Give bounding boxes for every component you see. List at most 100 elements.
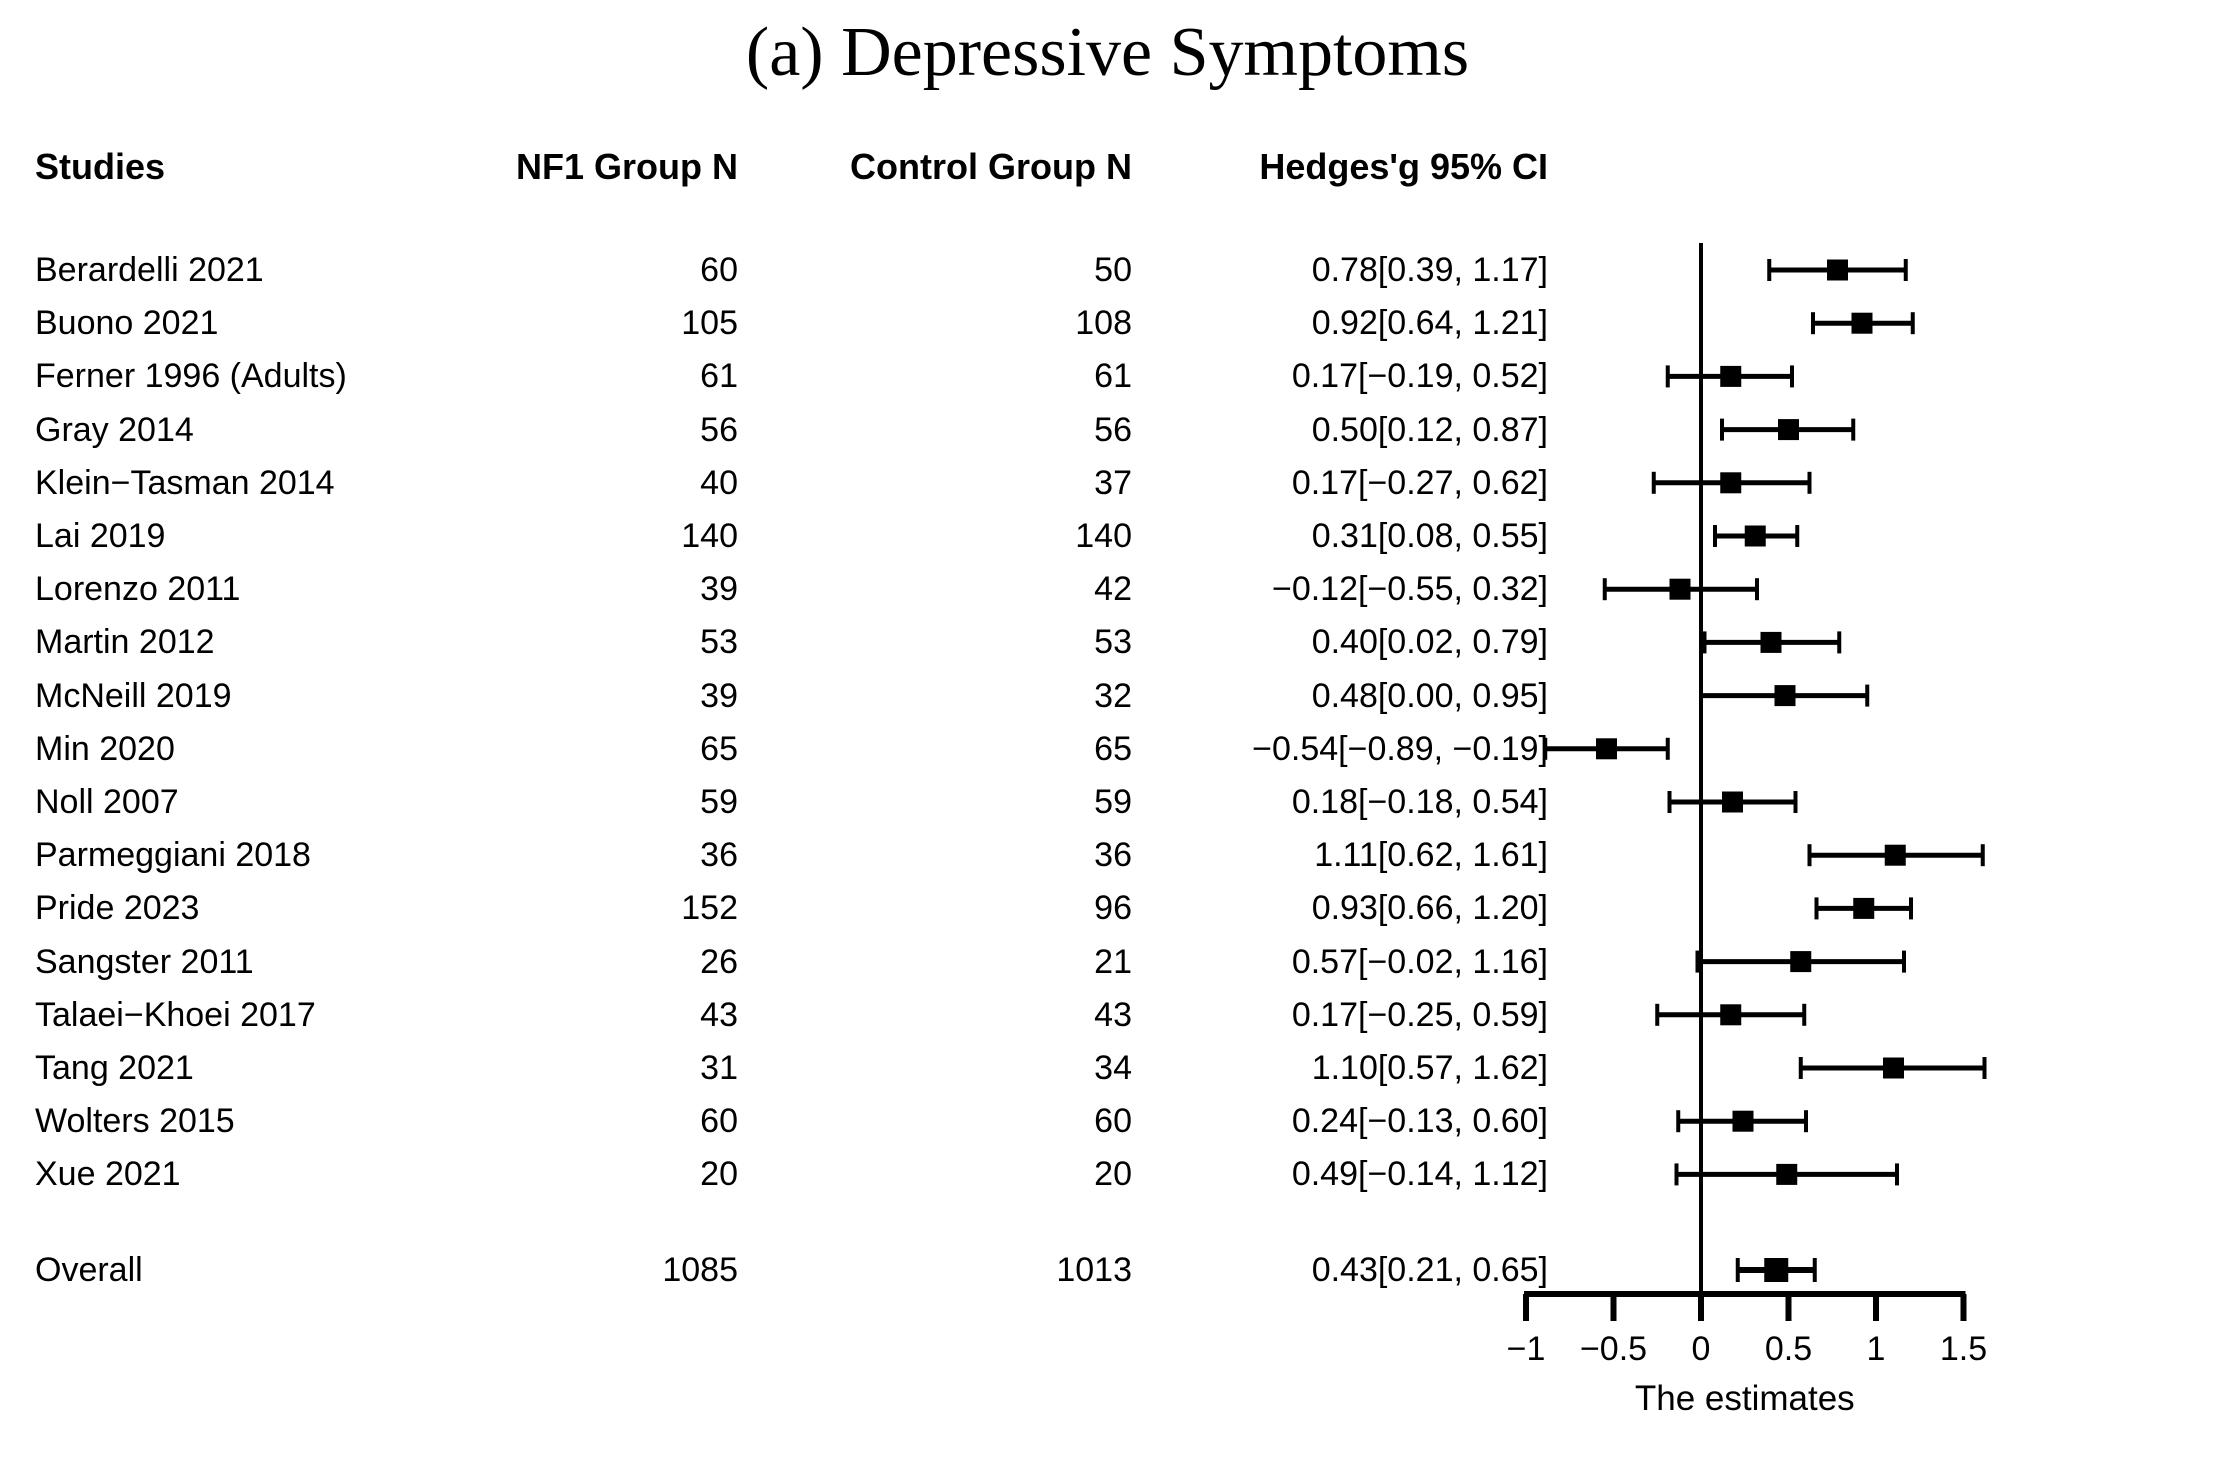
- effect-square: [1827, 259, 1848, 281]
- control-group-n: 1013: [1056, 1251, 1132, 1289]
- hedges-g-ci: 0.40[0.02, 0.79]: [1311, 623, 1548, 662]
- nf1-group-n: 1085: [662, 1251, 738, 1289]
- study-name: Ferner 1996 (Adults): [35, 357, 347, 396]
- nf1-group-n: 56: [700, 410, 738, 449]
- hedges-g-ci: 0.31[0.08, 0.55]: [1311, 517, 1548, 555]
- effect-square: [1853, 897, 1875, 919]
- nf1-group-n: 31: [700, 1049, 738, 1087]
- nf1-group-n: 26: [700, 942, 738, 981]
- effect-square: [1744, 525, 1766, 547]
- hedges-g-ci: 0.24[−0.13, 0.60]: [1291, 1102, 1548, 1141]
- study-name: Parmeggiani 2018: [35, 836, 311, 875]
- control-group-n: 32: [1094, 676, 1132, 715]
- control-group-n: 20: [1094, 1155, 1132, 1194]
- control-group-n: 43: [1094, 995, 1132, 1034]
- effect-square: [1669, 578, 1691, 600]
- study-name: Tang 2021: [35, 1049, 194, 1087]
- header-nf1-group-n: NF1 Group N: [516, 146, 738, 187]
- control-group-n: 59: [1094, 783, 1132, 821]
- effect-square: [1851, 312, 1873, 334]
- nf1-group-n: 40: [700, 463, 738, 502]
- effect-square: [1774, 685, 1796, 707]
- study-name: Lorenzo 2011: [35, 570, 241, 609]
- nf1-group-n: 20: [700, 1155, 738, 1194]
- study-name: Talaei−Khoei 2017: [35, 995, 316, 1034]
- control-group-n: 42: [1094, 570, 1132, 609]
- control-group-n: 36: [1094, 836, 1132, 875]
- study-name: Min 2020: [35, 729, 175, 768]
- control-group-n: 140: [1075, 517, 1132, 555]
- study-name: Buono 2021: [35, 304, 219, 343]
- hedges-g-ci: 0.92[0.64, 1.21]: [1311, 304, 1548, 343]
- hedges-g-ci: 0.78[0.39, 1.17]: [1311, 251, 1548, 289]
- study-name: Berardelli 2021: [35, 251, 264, 289]
- control-group-n: 108: [1075, 304, 1132, 343]
- nf1-group-n: 152: [681, 889, 738, 928]
- effect-square: [1764, 1258, 1789, 1282]
- control-group-n: 56: [1094, 410, 1132, 449]
- x-axis-tick-label: −0.5: [1580, 1330, 1647, 1368]
- hedges-g-ci: 0.50[0.12, 0.87]: [1311, 410, 1548, 449]
- study-name: McNeill 2019: [35, 676, 232, 715]
- hedges-g-ci: 1.10[0.57, 1.62]: [1311, 1049, 1548, 1087]
- nf1-group-n: 140: [681, 517, 738, 555]
- x-axis-tick-label: 1.5: [1940, 1330, 1987, 1368]
- hedges-g-ci: 0.17[−0.27, 0.62]: [1291, 463, 1548, 502]
- control-group-n: 37: [1094, 463, 1132, 502]
- control-group-n: 65: [1094, 729, 1132, 768]
- study-name: Lai 2019: [35, 517, 166, 555]
- effect-square: [1732, 1110, 1754, 1132]
- study-name: Xue 2021: [35, 1155, 181, 1194]
- header-studies: Studies: [35, 146, 166, 187]
- control-group-n: 34: [1094, 1049, 1132, 1087]
- nf1-group-n: 59: [700, 783, 738, 821]
- effect-square: [1778, 419, 1799, 441]
- nf1-group-n: 39: [700, 570, 738, 609]
- effect-square: [1883, 1057, 1904, 1079]
- effect-square: [1596, 738, 1617, 760]
- x-axis-title: The estimates: [1635, 1379, 1855, 1418]
- x-axis-tick-label: −1: [1507, 1330, 1546, 1368]
- effect-square: [1720, 1004, 1742, 1026]
- study-name: Pride 2023: [35, 889, 200, 928]
- effect-square: [1760, 631, 1782, 653]
- hedges-g-ci: 0.18[−0.18, 0.54]: [1291, 783, 1548, 821]
- control-group-n: 61: [1094, 357, 1132, 396]
- nf1-group-n: 60: [700, 1102, 738, 1141]
- hedges-g-ci: 0.57[−0.02, 1.16]: [1291, 942, 1548, 981]
- hedges-g-ci: −0.12[−0.55, 0.32]: [1271, 570, 1548, 609]
- hedges-g-ci: 0.48[0.00, 0.95]: [1311, 676, 1548, 715]
- effect-square: [1720, 472, 1742, 494]
- hedges-g-ci: 0.93[0.66, 1.20]: [1311, 889, 1548, 928]
- study-name: Noll 2007: [35, 783, 179, 821]
- hedges-g-ci: 0.49[−0.14, 1.12]: [1291, 1155, 1548, 1194]
- x-axis-tick-label: 1: [1867, 1330, 1886, 1368]
- control-group-n: 96: [1094, 889, 1132, 928]
- study-name: Overall: [35, 1251, 143, 1289]
- effect-square: [1720, 365, 1742, 387]
- control-group-n: 53: [1094, 623, 1132, 662]
- nf1-group-n: 53: [700, 623, 738, 662]
- hedges-g-ci: 0.43[0.21, 0.65]: [1311, 1251, 1548, 1289]
- study-name: Wolters 2015: [35, 1102, 235, 1141]
- study-name: Gray 2014: [35, 410, 194, 449]
- header-control-group-n: Control Group N: [850, 146, 1132, 187]
- header-hedges-g-95-ci: Hedges'g 95% CI: [1259, 146, 1548, 187]
- nf1-group-n: 61: [700, 357, 738, 396]
- effect-square: [1790, 951, 1812, 973]
- nf1-group-n: 36: [700, 836, 738, 875]
- control-group-n: 50: [1094, 251, 1132, 289]
- effect-square: [1776, 1163, 1798, 1185]
- study-name: Klein−Tasman 2014: [35, 463, 335, 502]
- nf1-group-n: 65: [700, 729, 738, 768]
- figure-title: (a) Depressive Symptoms: [745, 14, 1470, 91]
- x-axis-tick-label: 0: [1692, 1330, 1711, 1368]
- effect-square: [1722, 791, 1743, 813]
- effect-square: [1884, 844, 1906, 866]
- hedges-g-ci: 0.17[−0.19, 0.52]: [1291, 357, 1548, 396]
- study-name: Martin 2012: [35, 623, 215, 662]
- nf1-group-n: 60: [700, 251, 738, 289]
- hedges-g-ci: −0.54[−0.89, −0.19]: [1252, 729, 1548, 768]
